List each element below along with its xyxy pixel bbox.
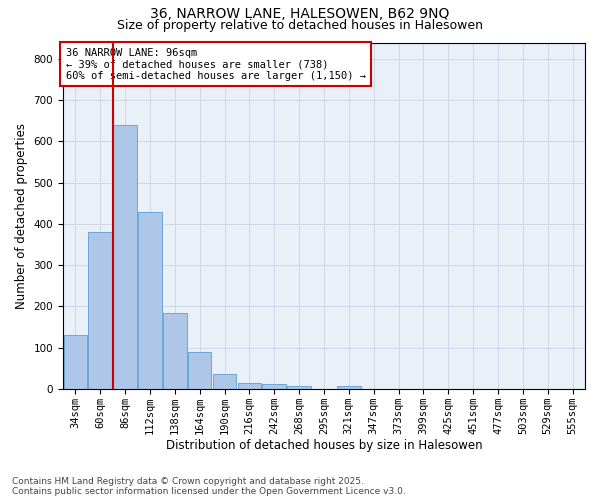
Bar bbox=[262, 384, 286, 389]
Text: Size of property relative to detached houses in Halesowen: Size of property relative to detached ho… bbox=[117, 18, 483, 32]
Bar bbox=[337, 386, 361, 389]
Text: Contains HM Land Registry data © Crown copyright and database right 2025.
Contai: Contains HM Land Registry data © Crown c… bbox=[12, 476, 406, 496]
Bar bbox=[113, 125, 137, 389]
Bar bbox=[188, 352, 211, 389]
Y-axis label: Number of detached properties: Number of detached properties bbox=[15, 122, 28, 308]
Bar bbox=[212, 374, 236, 389]
X-axis label: Distribution of detached houses by size in Halesowen: Distribution of detached houses by size … bbox=[166, 440, 482, 452]
Bar bbox=[88, 232, 112, 389]
Bar bbox=[238, 382, 261, 389]
Bar bbox=[138, 212, 162, 389]
Bar bbox=[163, 312, 187, 389]
Bar bbox=[64, 335, 87, 389]
Text: 36, NARROW LANE, HALESOWEN, B62 9NQ: 36, NARROW LANE, HALESOWEN, B62 9NQ bbox=[151, 8, 449, 22]
Text: 36 NARROW LANE: 96sqm
← 39% of detached houses are smaller (738)
60% of semi-det: 36 NARROW LANE: 96sqm ← 39% of detached … bbox=[65, 48, 365, 81]
Bar bbox=[287, 386, 311, 389]
